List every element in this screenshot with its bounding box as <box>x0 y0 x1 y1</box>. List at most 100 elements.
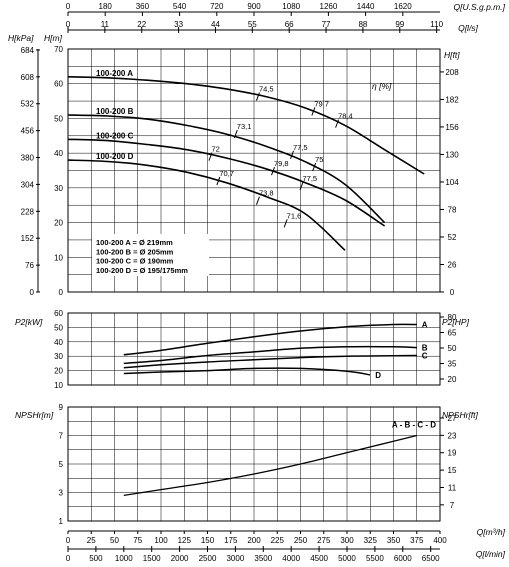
efficiency-mark-label: 72 <box>211 145 219 154</box>
bottom-m3h-tick-label: 375 <box>410 536 424 545</box>
bottom-m3h-tick-label: 300 <box>340 536 354 545</box>
head-m-tick-label: 30 <box>54 184 63 193</box>
power-hp-tick-label: 20 <box>448 375 457 384</box>
top-ls-axis-title: Q[l/s] <box>458 23 478 33</box>
power-curve-c <box>123 354 417 369</box>
head-curve-d <box>67 159 346 251</box>
power-curve-a <box>123 323 417 356</box>
bottom-lmin-tick-label: 6500 <box>422 554 440 563</box>
kpa-tick-label: 380 <box>21 154 35 163</box>
diameter-legend-box <box>92 234 209 276</box>
power-kw-tick-label: 30 <box>54 352 63 361</box>
efficiency-mark-label: 70,7 <box>219 169 234 178</box>
top-ls-tick-label: 33 <box>174 20 183 29</box>
head-m-tick-label: 60 <box>54 80 63 89</box>
bottom-m3h-tick-label: 25 <box>87 536 96 545</box>
top-ls-tick-label: 110 <box>430 20 443 29</box>
top-ls-tick-label: 88 <box>358 20 367 29</box>
efficiency-mark-label: 77,5 <box>293 143 308 152</box>
bottom-m3h-tick-label: 250 <box>294 536 308 545</box>
npsh-m-tick-label: 9 <box>59 403 64 412</box>
efficiency-mark-label: 78,4 <box>338 112 353 121</box>
bottom-lmin-tick-label: 3000 <box>226 554 244 563</box>
power-curve-label-b: B <box>422 344 428 353</box>
power-kw-tick-label: 60 <box>54 309 63 318</box>
top-gpm-tick-label: 1440 <box>357 2 375 11</box>
bottom-lmin-tick-label: 5500 <box>366 554 384 563</box>
efficiency-mark-label: 79,7 <box>314 99 329 108</box>
top-ls-tick-label: 55 <box>248 20 257 29</box>
top-gpm-tick-label: 360 <box>136 2 150 11</box>
efficiency-mark <box>216 176 221 186</box>
bottom-lmin-tick-label: 0 <box>66 554 71 563</box>
head-ft-tick-label: 52 <box>448 233 457 242</box>
power-hp-tick-label: 35 <box>448 360 457 369</box>
efficiency-axis-label: η [%] <box>372 81 392 91</box>
top-gpm-tick-label: 1260 <box>320 2 338 11</box>
head-m-tick-label: 0 <box>59 288 64 297</box>
bottom-lmin-tick-label: 6000 <box>394 554 412 563</box>
bottom-m3h-tick-label: 125 <box>178 536 192 545</box>
bottom-m3h-tick-label: 225 <box>271 536 285 545</box>
npsh-m-tick-label: 3 <box>59 489 64 498</box>
bottom-m3h-tick-label: 325 <box>364 536 378 545</box>
head-ft-axis-title: H[ft] <box>444 50 460 60</box>
power-hp-tick-label: 65 <box>448 329 457 338</box>
kpa-tick-label: 152 <box>21 234 35 243</box>
npsh-curve-label: A - B - C - D <box>392 421 436 430</box>
power-kw-axis-title: P2[kW] <box>15 317 43 327</box>
head-ft-tick-label: 0 <box>450 288 455 297</box>
bottom-lmin-tick-label: 2500 <box>199 554 217 563</box>
npsh-curve <box>123 434 417 497</box>
head-curve-a <box>67 76 425 175</box>
power-kw-tick-label: 10 <box>54 381 63 390</box>
head-ft-tick-label: 156 <box>445 123 459 132</box>
npsh-ft-tick-label: 11 <box>448 483 457 492</box>
head-ft-tick-label: 78 <box>448 205 457 214</box>
npsh-ft-tick-label: 15 <box>448 466 457 475</box>
diameter-legend-line: 100-200 B = Ø 205mm <box>96 247 174 256</box>
npsh-ft-tick-label: 7 <box>450 501 455 510</box>
power-hp-tick-label: 80 <box>448 313 457 322</box>
bottom-m3h-tick-label: 400 <box>433 536 447 545</box>
top-ls-tick-label: 44 <box>211 20 220 29</box>
bottom-m3h-tick-label: 175 <box>224 536 238 545</box>
kpa-tick-label: 684 <box>21 46 35 55</box>
kpa-axis-title: H[kPa] <box>8 33 34 43</box>
head-m-tick-label: 70 <box>54 45 63 54</box>
head-curve-label-b: 100-200 B <box>96 107 134 116</box>
bottom-m3h-tick-label: 350 <box>387 536 401 545</box>
efficiency-mark-label: 79,8 <box>274 159 289 168</box>
head-curve-label-a: 100-200 A <box>96 69 133 78</box>
top-gpm-tick-label: 540 <box>173 2 187 11</box>
power-curve-label-d: D <box>375 371 381 380</box>
efficiency-mark-label: 77,5 <box>302 174 317 183</box>
head-m-tick-label: 10 <box>54 253 63 262</box>
efficiency-mark <box>233 129 238 139</box>
npsh-ft-axis-title: NPSHr[ft] <box>442 410 479 420</box>
kpa-tick-label: 456 <box>21 127 35 136</box>
npsh-ft-tick-label: 23 <box>448 431 457 440</box>
head-m-axis-title: H[m] <box>44 33 63 43</box>
bottom-lmin-tick-label: 5000 <box>338 554 356 563</box>
efficiency-mark-label: 74,5 <box>259 85 274 94</box>
npsh-ft-tick-label: 27 <box>448 414 457 423</box>
bottom-m3h-axis-title: Q[m³/h] <box>477 527 506 537</box>
bottom-m3h-tick-label: 200 <box>247 536 261 545</box>
kpa-tick-label: 532 <box>21 100 35 109</box>
npsh-m-tick-label: 1 <box>59 517 64 526</box>
efficiency-mark <box>283 219 288 228</box>
bottom-lmin-tick-label: 2000 <box>171 554 189 563</box>
npsh-m-tick-label: 7 <box>59 432 64 441</box>
bottom-lmin-axis-title: Q[l/min] <box>476 549 506 559</box>
power-kw-tick-label: 20 <box>54 367 63 376</box>
efficiency-mark <box>335 119 340 128</box>
bottom-m3h-tick-label: 100 <box>154 536 168 545</box>
head-ft-tick-label: 130 <box>445 150 459 159</box>
bottom-m3h-tick-label: 150 <box>201 536 215 545</box>
head-ft-tick-label: 182 <box>445 95 459 104</box>
efficiency-mark-label: 75 <box>315 155 323 164</box>
efficiency-mark <box>311 107 316 116</box>
bottom-m3h-tick-label: 0 <box>66 536 71 545</box>
npsh-ft-tick-label: 19 <box>448 449 457 458</box>
